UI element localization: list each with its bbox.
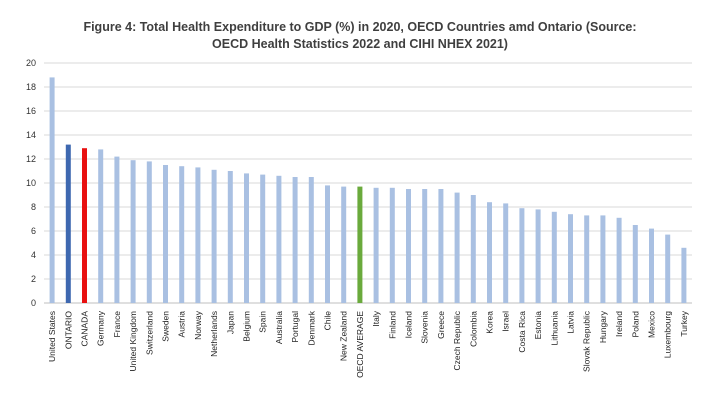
bar-united-states	[49, 77, 55, 304]
x-category-label: Netherlands	[209, 311, 219, 357]
bar-poland	[632, 225, 638, 303]
bar-italy	[373, 187, 379, 303]
bar-new-zealand	[341, 186, 347, 303]
chart-title-line-2: OECD Health Statistics 2022 and CIHI NHE…	[212, 37, 508, 51]
x-category-label: France	[112, 311, 122, 338]
x-category-label: Slovenia	[420, 311, 430, 344]
x-category-label: Israel	[501, 311, 511, 332]
x-category-label: New Zealand	[339, 311, 349, 361]
bar-japan	[227, 171, 233, 303]
y-axis-tick-labels: 0 2 4 6 8 10 12 14 16 18 20	[26, 58, 36, 308]
bar-estonia	[535, 209, 541, 303]
bar-colombia	[470, 195, 476, 303]
bar-germany	[98, 149, 104, 303]
bar-sweden	[163, 165, 168, 303]
x-category-label: ONTARIO	[63, 311, 73, 349]
x-category-label: Switzerland	[144, 311, 154, 355]
x-category-label: Germany	[96, 310, 106, 346]
x-category-label: Finland	[387, 311, 397, 339]
bar-oecd-average	[357, 186, 363, 303]
x-category-label: Korea	[485, 311, 495, 334]
bar-switzerland	[146, 161, 152, 303]
bar-israel	[503, 203, 509, 303]
x-category-label: Luxembourg	[663, 311, 673, 359]
x-category-label: Mexico	[647, 311, 657, 338]
y-tick-label: 16	[26, 106, 36, 116]
bar-czech-republic	[454, 192, 460, 303]
bar-netherlands	[211, 169, 217, 303]
x-category-label: Japan	[225, 311, 235, 334]
x-category-label: Belgium	[242, 311, 252, 342]
x-category-label: Hungary	[598, 310, 608, 343]
y-tick-label: 6	[31, 226, 36, 236]
bar-lithuania	[551, 211, 557, 303]
bar-costa-rica	[519, 208, 525, 303]
x-axis-category-labels: United States ONTARIO CANADA Germany France U…	[47, 310, 689, 378]
x-category-label: OECD AVERAGE	[355, 311, 365, 378]
y-tick-label: 4	[31, 250, 36, 260]
bar-ontario	[65, 144, 71, 303]
x-category-label: Turkey	[679, 310, 689, 336]
bar-belgium	[244, 173, 249, 303]
bars	[49, 77, 687, 304]
x-category-label: Norway	[193, 310, 203, 340]
bar-austria	[179, 166, 185, 303]
x-category-label: Sweden	[161, 311, 171, 342]
bar-france	[114, 156, 120, 303]
bar-portugal	[292, 177, 298, 303]
x-category-label: Austria	[177, 311, 187, 338]
x-category-label: Australia	[274, 311, 284, 344]
x-category-label: Iceland	[404, 311, 414, 339]
y-tick-label: 8	[31, 202, 36, 212]
x-category-label: Colombia	[468, 311, 478, 347]
y-tick-label: 12	[26, 154, 36, 164]
chart-title-line-1: Figure 4: Total Health Expenditure to GD…	[83, 20, 637, 34]
y-tick-label: 18	[26, 82, 36, 92]
x-category-label: United Kingdom	[128, 311, 138, 371]
bar-luxembourg	[665, 234, 671, 303]
y-tick-label: 10	[26, 178, 36, 188]
x-category-label: Slovak Republic	[582, 310, 592, 372]
x-category-label: Portugal	[290, 311, 300, 343]
x-category-label: Costa Rica	[517, 311, 527, 353]
x-category-label: United States	[47, 311, 57, 362]
bar-ireland	[616, 217, 622, 303]
x-category-label: Italy	[371, 310, 381, 326]
x-category-label: Greece	[436, 311, 446, 339]
bar-canada	[82, 148, 87, 303]
gridlines	[44, 62, 692, 304]
bar-chile	[325, 185, 330, 303]
y-tick-label: 2	[31, 274, 36, 284]
x-category-label: Chile	[323, 311, 333, 331]
x-category-label: Latvia	[566, 311, 576, 334]
x-category-label: Estonia	[533, 311, 543, 340]
x-category-label: Czech Republic	[452, 310, 462, 370]
bar-norway	[195, 167, 201, 303]
bar-iceland	[406, 189, 411, 303]
bar-slovenia	[422, 189, 428, 303]
y-tick-label: 0	[31, 298, 36, 308]
bar-greece	[438, 189, 444, 303]
x-category-label: Ireland	[614, 311, 624, 337]
bar-finland	[389, 187, 395, 303]
y-tick-label: 20	[26, 58, 36, 68]
x-category-label: CANADA	[80, 311, 90, 347]
bar-australia	[276, 175, 282, 303]
x-category-label: Spain	[258, 311, 268, 333]
bar-slovak-republic	[584, 215, 590, 303]
bar-latvia	[568, 214, 573, 303]
y-tick-label: 14	[26, 130, 36, 140]
bar-turkey	[681, 247, 687, 303]
x-category-label: Lithuania	[549, 311, 559, 346]
bar-mexico	[649, 228, 654, 303]
x-category-label: Denmark	[306, 310, 316, 345]
bar-korea	[487, 202, 492, 303]
bar-spain	[260, 174, 266, 303]
bar-united-kingdom	[130, 160, 136, 303]
bar-hungary	[600, 215, 606, 303]
x-category-label: Poland	[630, 311, 640, 338]
bar-denmark	[308, 177, 314, 303]
